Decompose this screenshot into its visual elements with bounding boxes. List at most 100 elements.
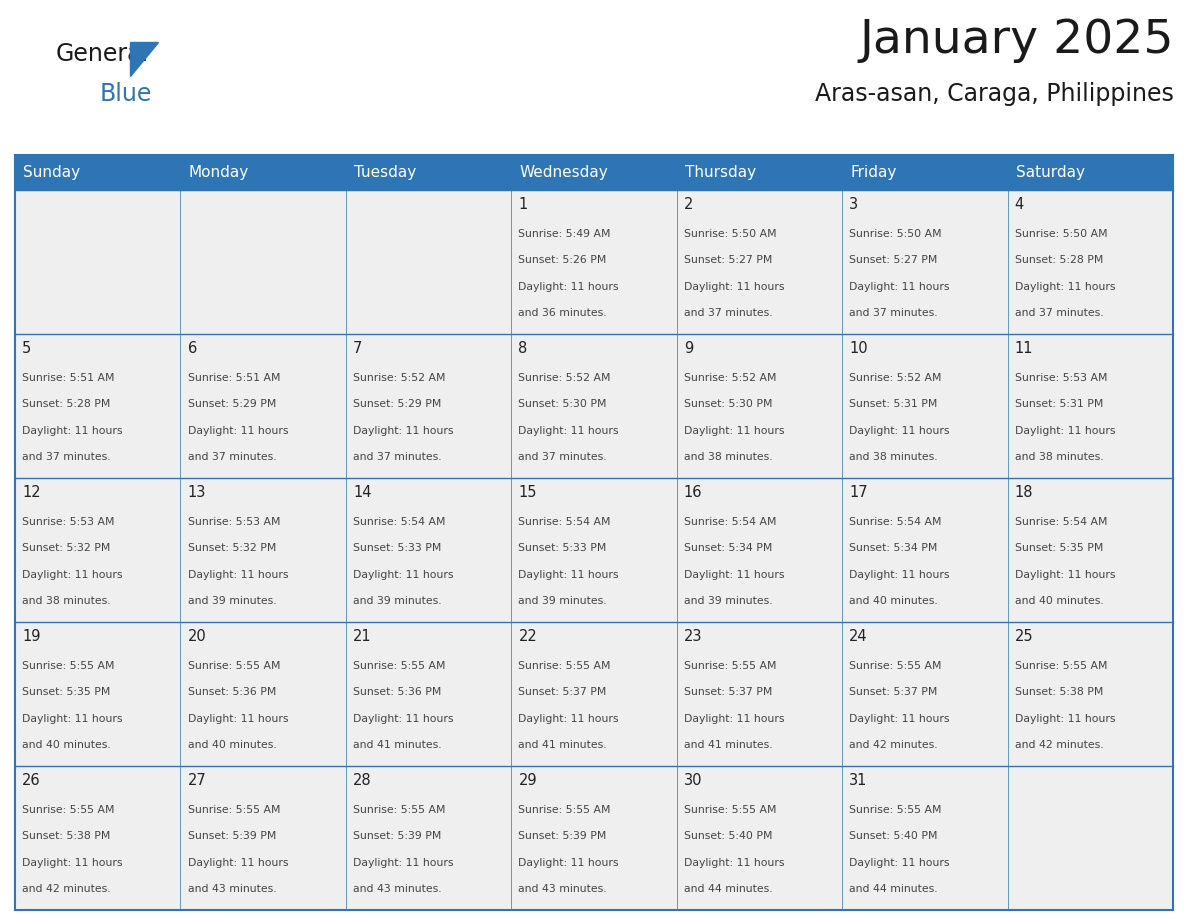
Text: Sunrise: 5:55 AM: Sunrise: 5:55 AM — [518, 804, 611, 814]
Text: 21: 21 — [353, 630, 372, 644]
Text: Daylight: 11 hours: Daylight: 11 hours — [23, 857, 122, 868]
Text: Sunrise: 5:54 AM: Sunrise: 5:54 AM — [849, 517, 942, 527]
Text: Sunset: 5:37 PM: Sunset: 5:37 PM — [684, 688, 772, 697]
Bar — [842, 478, 1007, 622]
Text: Sunset: 5:29 PM: Sunset: 5:29 PM — [188, 399, 276, 409]
Text: 18: 18 — [1015, 486, 1034, 500]
Bar — [677, 478, 842, 622]
Text: 17: 17 — [849, 486, 868, 500]
Text: and 41 minutes.: and 41 minutes. — [518, 741, 607, 751]
Text: 6: 6 — [188, 341, 197, 356]
Bar — [346, 155, 511, 190]
Text: 26: 26 — [23, 773, 40, 789]
Text: and 42 minutes.: and 42 minutes. — [23, 884, 110, 894]
Text: Sunset: 5:38 PM: Sunset: 5:38 PM — [23, 831, 110, 841]
Text: and 40 minutes.: and 40 minutes. — [23, 741, 110, 751]
Text: 11: 11 — [1015, 341, 1034, 356]
Text: Sunset: 5:34 PM: Sunset: 5:34 PM — [849, 543, 937, 554]
Bar — [15, 622, 181, 766]
Text: 4: 4 — [1015, 197, 1024, 212]
Text: and 36 minutes.: and 36 minutes. — [518, 308, 607, 319]
Text: Thursday: Thursday — [685, 165, 756, 180]
Text: Sunrise: 5:52 AM: Sunrise: 5:52 AM — [849, 373, 942, 383]
Text: 29: 29 — [518, 773, 537, 789]
Text: Daylight: 11 hours: Daylight: 11 hours — [188, 714, 287, 723]
Bar — [1007, 766, 1173, 910]
Text: Sunrise: 5:55 AM: Sunrise: 5:55 AM — [23, 804, 114, 814]
Text: Sunset: 5:33 PM: Sunset: 5:33 PM — [353, 543, 442, 554]
Text: Sunrise: 5:50 AM: Sunrise: 5:50 AM — [684, 229, 777, 239]
Text: and 37 minutes.: and 37 minutes. — [518, 453, 607, 463]
Text: Daylight: 11 hours: Daylight: 11 hours — [849, 857, 949, 868]
Text: Sunset: 5:37 PM: Sunset: 5:37 PM — [849, 688, 937, 697]
Text: Daylight: 11 hours: Daylight: 11 hours — [23, 426, 122, 436]
Text: Daylight: 11 hours: Daylight: 11 hours — [188, 857, 287, 868]
Polygon shape — [129, 42, 158, 76]
Text: 22: 22 — [518, 630, 537, 644]
Bar — [346, 190, 511, 334]
Text: Sunset: 5:32 PM: Sunset: 5:32 PM — [23, 543, 110, 554]
Text: Sunrise: 5:55 AM: Sunrise: 5:55 AM — [188, 804, 280, 814]
Text: Sunrise: 5:55 AM: Sunrise: 5:55 AM — [684, 661, 776, 670]
Bar — [511, 622, 677, 766]
Text: Sunset: 5:35 PM: Sunset: 5:35 PM — [1015, 543, 1104, 554]
Text: 5: 5 — [23, 341, 31, 356]
Text: Tuesday: Tuesday — [354, 165, 417, 180]
Text: and 39 minutes.: and 39 minutes. — [518, 597, 607, 607]
Text: Sunrise: 5:55 AM: Sunrise: 5:55 AM — [188, 661, 280, 670]
Text: Sunset: 5:29 PM: Sunset: 5:29 PM — [353, 399, 442, 409]
Text: Daylight: 11 hours: Daylight: 11 hours — [353, 426, 454, 436]
Bar — [511, 478, 677, 622]
Text: Sunrise: 5:52 AM: Sunrise: 5:52 AM — [684, 373, 776, 383]
Text: Daylight: 11 hours: Daylight: 11 hours — [684, 426, 784, 436]
Text: Daylight: 11 hours: Daylight: 11 hours — [1015, 714, 1116, 723]
Text: Sunrise: 5:53 AM: Sunrise: 5:53 AM — [1015, 373, 1107, 383]
Text: Sunday: Sunday — [24, 165, 81, 180]
Text: Sunset: 5:27 PM: Sunset: 5:27 PM — [849, 255, 937, 265]
Text: and 41 minutes.: and 41 minutes. — [353, 741, 442, 751]
Text: Sunset: 5:30 PM: Sunset: 5:30 PM — [518, 399, 607, 409]
Text: and 43 minutes.: and 43 minutes. — [353, 884, 442, 894]
Text: Sunset: 5:28 PM: Sunset: 5:28 PM — [1015, 255, 1104, 265]
Text: 10: 10 — [849, 341, 868, 356]
Text: Daylight: 11 hours: Daylight: 11 hours — [353, 570, 454, 580]
Text: Daylight: 11 hours: Daylight: 11 hours — [518, 714, 619, 723]
Text: and 43 minutes.: and 43 minutes. — [518, 884, 607, 894]
Text: and 37 minutes.: and 37 minutes. — [188, 453, 276, 463]
Text: Sunset: 5:39 PM: Sunset: 5:39 PM — [188, 831, 276, 841]
Text: Friday: Friday — [851, 165, 897, 180]
Text: Sunrise: 5:55 AM: Sunrise: 5:55 AM — [1015, 661, 1107, 670]
Text: Daylight: 11 hours: Daylight: 11 hours — [849, 426, 949, 436]
Text: 27: 27 — [188, 773, 207, 789]
Text: Sunset: 5:30 PM: Sunset: 5:30 PM — [684, 399, 772, 409]
Text: and 37 minutes.: and 37 minutes. — [684, 308, 772, 319]
Text: Sunrise: 5:55 AM: Sunrise: 5:55 AM — [23, 661, 114, 670]
Text: 2: 2 — [684, 197, 694, 212]
Text: 30: 30 — [684, 773, 702, 789]
Text: Sunset: 5:40 PM: Sunset: 5:40 PM — [684, 831, 772, 841]
Text: 19: 19 — [23, 630, 40, 644]
Text: 20: 20 — [188, 630, 207, 644]
Bar — [511, 190, 677, 334]
Text: Daylight: 11 hours: Daylight: 11 hours — [518, 857, 619, 868]
Bar — [346, 478, 511, 622]
Text: Daylight: 11 hours: Daylight: 11 hours — [353, 857, 454, 868]
Text: and 37 minutes.: and 37 minutes. — [23, 453, 110, 463]
Bar — [677, 155, 842, 190]
Bar — [15, 190, 181, 334]
Text: 9: 9 — [684, 341, 693, 356]
Text: Sunset: 5:32 PM: Sunset: 5:32 PM — [188, 543, 276, 554]
Text: Sunrise: 5:49 AM: Sunrise: 5:49 AM — [518, 229, 611, 239]
Text: and 40 minutes.: and 40 minutes. — [188, 741, 277, 751]
Text: Sunrise: 5:55 AM: Sunrise: 5:55 AM — [518, 661, 611, 670]
Text: Wednesday: Wednesday — [519, 165, 608, 180]
Text: Daylight: 11 hours: Daylight: 11 hours — [684, 714, 784, 723]
Bar — [1007, 478, 1173, 622]
Text: Sunset: 5:31 PM: Sunset: 5:31 PM — [1015, 399, 1104, 409]
Text: and 44 minutes.: and 44 minutes. — [849, 884, 937, 894]
Text: 23: 23 — [684, 630, 702, 644]
Bar — [511, 766, 677, 910]
Text: and 38 minutes.: and 38 minutes. — [23, 597, 110, 607]
Bar — [842, 334, 1007, 478]
Bar — [346, 766, 511, 910]
